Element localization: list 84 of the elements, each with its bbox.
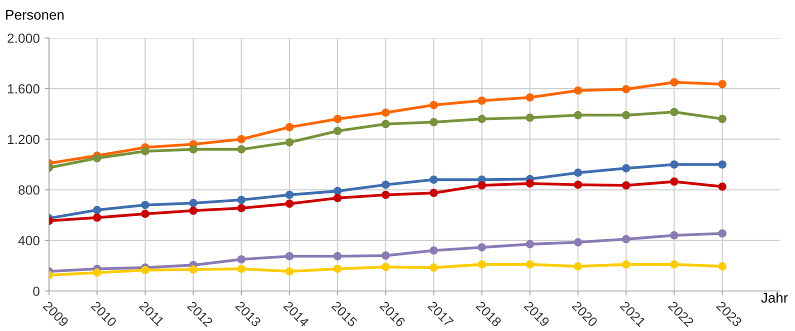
point: [285, 200, 294, 208]
point: [718, 229, 726, 238]
point: [141, 147, 150, 156]
point: [526, 260, 534, 269]
point: [381, 180, 390, 189]
point: [141, 200, 150, 210]
point: [574, 238, 582, 246]
point: [622, 260, 630, 269]
point: [285, 252, 294, 260]
point: [430, 176, 438, 184]
point: [92, 154, 102, 162]
point: [381, 190, 390, 200]
point: [622, 234, 630, 244]
point: [574, 262, 582, 270]
point: [333, 126, 342, 136]
point: [718, 262, 726, 270]
point: [141, 210, 150, 218]
point: [285, 190, 294, 200]
point: [189, 265, 198, 274]
point: [622, 85, 630, 94]
y-tick-label: 0: [33, 286, 40, 296]
point: [430, 100, 438, 110]
point: [92, 213, 102, 222]
point: [718, 114, 726, 124]
point: [574, 86, 582, 95]
point: [237, 204, 246, 212]
point: [526, 114, 534, 122]
point: [189, 198, 198, 208]
point: [285, 267, 294, 276]
point: [430, 118, 438, 126]
point: [189, 145, 198, 154]
point: [574, 168, 582, 177]
point: [478, 260, 486, 269]
point: [381, 251, 390, 260]
point: [430, 263, 438, 272]
point: [478, 181, 486, 190]
point: [237, 145, 246, 154]
point: [478, 243, 486, 252]
point: [718, 182, 726, 191]
x-axis-title: Jahr: [761, 292, 788, 303]
y-tick-label: 1.200: [8, 134, 40, 144]
y-tick-label: 1.600: [8, 84, 40, 94]
point: [670, 177, 678, 186]
point: [478, 114, 486, 124]
y-tick-label: 800: [18, 185, 40, 195]
point: [670, 108, 678, 116]
point: [670, 78, 678, 86]
y-tick-label: 400: [18, 236, 40, 246]
point: [670, 260, 678, 269]
point: [189, 206, 198, 215]
point: [622, 164, 630, 172]
point: [718, 160, 726, 169]
point: [526, 240, 534, 248]
point: [574, 111, 582, 120]
y-axis-title: Personen: [6, 10, 64, 20]
point: [670, 231, 678, 240]
point: [381, 262, 390, 272]
point: [333, 194, 342, 202]
point: [237, 135, 246, 144]
point: [381, 120, 390, 128]
point: [333, 114, 342, 124]
point: [526, 179, 534, 188]
point: [430, 188, 438, 198]
point: [526, 93, 534, 102]
point: [574, 180, 582, 189]
point: [430, 246, 438, 255]
point: [381, 108, 390, 117]
point: [718, 80, 726, 88]
point: [285, 138, 294, 147]
point: [622, 111, 630, 120]
point: [237, 264, 246, 274]
point: [622, 181, 630, 190]
point: [237, 196, 246, 204]
point: [333, 252, 342, 260]
point: [670, 160, 678, 169]
point: [92, 268, 102, 277]
point: [237, 255, 246, 264]
point: [92, 206, 102, 214]
y-tick-label: 2.000: [8, 34, 40, 43]
point: [333, 264, 342, 274]
point: [333, 186, 342, 196]
point: [478, 96, 486, 105]
point: [285, 123, 294, 132]
point: [141, 266, 150, 274]
